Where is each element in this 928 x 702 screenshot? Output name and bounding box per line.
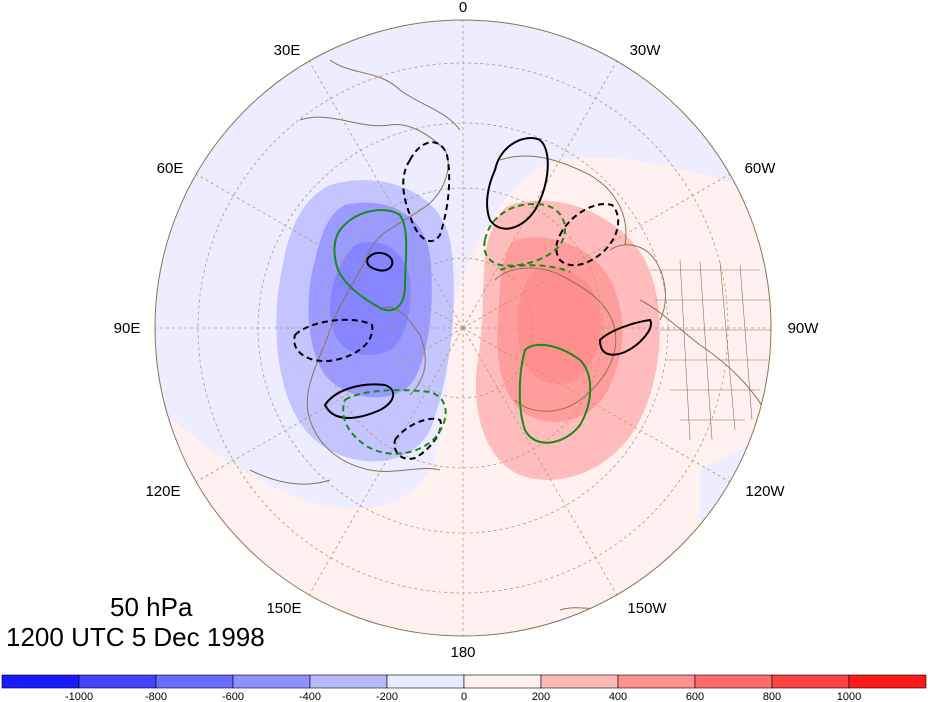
colorbar-swatch bbox=[771, 674, 850, 689]
contour-negative bbox=[555, 203, 620, 267]
lon-label-150w: 150W bbox=[627, 600, 667, 617]
contour-negative bbox=[402, 141, 451, 243]
lon-label-30e: 30E bbox=[274, 42, 301, 59]
lon-label-120w: 120W bbox=[745, 483, 785, 500]
colorbar-tick-label: 200 bbox=[532, 691, 550, 702]
lon-label-60w: 60W bbox=[745, 160, 777, 177]
lon-label-90w: 90W bbox=[788, 320, 820, 337]
colorbar-tick-label: -1000 bbox=[65, 691, 93, 702]
lon-label-150e: 150E bbox=[266, 600, 301, 617]
colorbar-swatch bbox=[309, 674, 388, 689]
contour-green bbox=[333, 209, 408, 312]
time-label: 1200 UTC 5 Dec 1998 bbox=[6, 622, 265, 652]
contour-green bbox=[518, 343, 592, 444]
colorbar-tick-label: 1000 bbox=[837, 691, 861, 702]
level-label: 50 hPa bbox=[110, 592, 193, 622]
colorbar-tick-label: 800 bbox=[763, 691, 781, 702]
colorbar-tick-label: -800 bbox=[145, 691, 167, 702]
colorbar: -1000 -800 -600 -400 -200 0 200 400 600 800 1000 bbox=[1, 674, 927, 702]
colorbar-swatch bbox=[155, 674, 234, 689]
colorbar-swatch bbox=[78, 674, 157, 689]
colorbar-tick-label: 400 bbox=[609, 691, 627, 702]
contour-positive bbox=[598, 318, 652, 356]
lon-label-90e: 90E bbox=[114, 320, 141, 337]
map-border bbox=[154, 19, 772, 637]
colorbar-swatch bbox=[540, 674, 619, 689]
lon-label-30w: 30W bbox=[630, 42, 662, 59]
colorbar-swatch bbox=[848, 674, 927, 689]
colorbar-tick-label: -200 bbox=[376, 691, 398, 702]
colorbar-tick-label: -600 bbox=[222, 691, 244, 702]
colorbar-swatch bbox=[463, 674, 542, 689]
lon-label-120e: 120E bbox=[145, 483, 180, 500]
contour-negative bbox=[293, 318, 374, 363]
colorbar-tick-label: 600 bbox=[686, 691, 704, 702]
colorbar-tick-label: -400 bbox=[299, 691, 321, 702]
contour-negative bbox=[393, 417, 442, 460]
lon-label-180: 180 bbox=[450, 644, 475, 661]
contour-positive bbox=[323, 383, 395, 419]
contour-green-dashed bbox=[342, 389, 447, 455]
colorbar-swatch bbox=[232, 674, 311, 689]
colorbar-swatch bbox=[386, 674, 465, 689]
colorbar-swatch bbox=[694, 674, 773, 689]
lon-label-60e: 60E bbox=[157, 160, 184, 177]
colorbar-swatch bbox=[617, 674, 696, 689]
contours bbox=[293, 137, 652, 460]
graticule bbox=[155, 20, 771, 636]
contour-positive bbox=[486, 137, 549, 230]
political-boundaries bbox=[650, 259, 771, 441]
colorbar-swatch bbox=[1, 674, 80, 689]
colorbar-tick-label: 0 bbox=[461, 691, 467, 702]
contour-green-dashed bbox=[483, 203, 566, 267]
contour-positive bbox=[366, 252, 394, 272]
lon-label-0: 0 bbox=[459, 0, 467, 16]
